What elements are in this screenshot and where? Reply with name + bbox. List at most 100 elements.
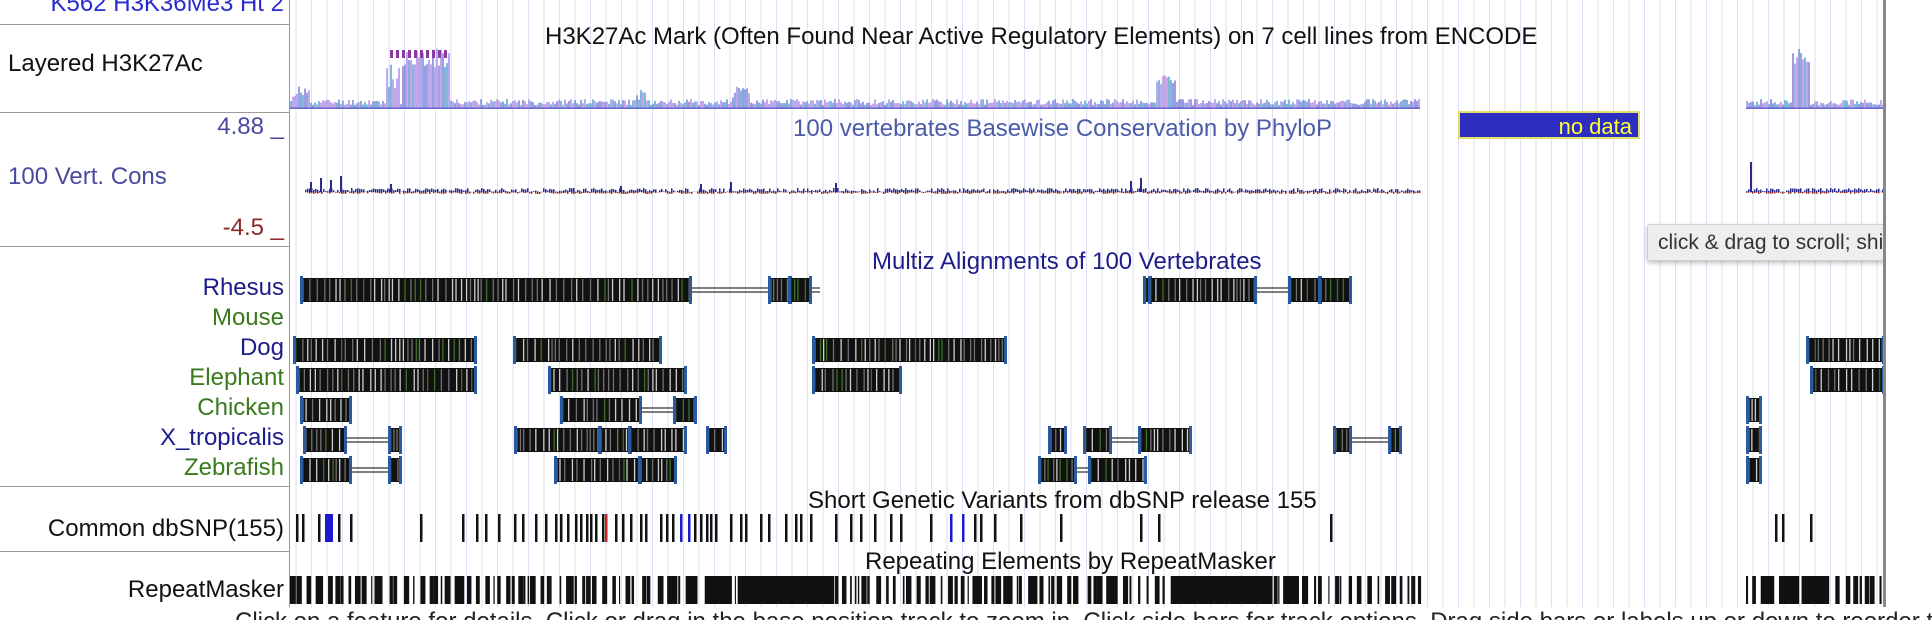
phylop-neg-bar xyxy=(1067,192,1069,194)
alignment-mismatch xyxy=(512,279,515,301)
phylop-pos-bar xyxy=(305,189,307,192)
phylop-pos-bar xyxy=(773,190,775,192)
species-label-mouse[interactable]: Mouse xyxy=(211,304,284,331)
signal-bar xyxy=(1296,99,1298,108)
alignment-mismatch xyxy=(863,369,865,391)
phylop-neg-bar xyxy=(1339,192,1341,193)
alignment-mismatch xyxy=(536,279,538,301)
phylop-pos-bar xyxy=(909,190,911,192)
alignment-mismatch xyxy=(682,429,685,451)
species-label-chicken[interactable]: Chicken xyxy=(197,394,284,421)
signal-bar xyxy=(1140,100,1142,108)
phylop-neg-bar xyxy=(761,192,763,194)
phylop-pos-bar xyxy=(803,188,805,192)
phylop-neg-bar xyxy=(1091,192,1093,194)
phylop-neg-bar xyxy=(645,192,647,194)
alignment-mismatch xyxy=(448,339,450,361)
phylop-pos-bar xyxy=(993,189,995,192)
alignment-mismatch xyxy=(370,369,372,391)
alignment-mismatch xyxy=(892,369,894,391)
alignment-mismatch xyxy=(836,369,838,391)
track-label-layered-h3k27ac[interactable]: Layered H3K27Ac xyxy=(8,50,203,77)
track-label-common-dbsnp[interactable]: Common dbSNP(155) xyxy=(47,515,284,542)
phylop-neg-bar xyxy=(1221,192,1223,194)
signal-bar xyxy=(558,99,560,108)
repeat-element xyxy=(1076,576,1079,604)
phylop-neg-bar xyxy=(1359,192,1361,194)
alignment-mismatch xyxy=(1217,279,1219,301)
track-label-k562-h3k36me3[interactable]: K562 H3K36Me3 Ht 2 xyxy=(50,0,284,17)
signal-bar xyxy=(670,99,672,108)
drag-zoom-tooltip: click & drag to scroll; shift+click & dr… xyxy=(1647,224,1883,261)
phylop-pos-bar xyxy=(753,191,755,192)
phylop-neg-bar xyxy=(501,192,503,194)
snp-mark xyxy=(462,514,465,542)
snp-mark xyxy=(810,514,813,542)
phylop-neg-bar xyxy=(801,192,803,194)
signal-bar xyxy=(936,99,938,108)
signal-bar xyxy=(1156,81,1158,108)
species-label-dog[interactable]: Dog xyxy=(239,334,284,361)
signal-bar xyxy=(1116,100,1118,108)
signal-bar xyxy=(644,92,646,108)
alignment-mismatch xyxy=(380,369,382,391)
signal-bar xyxy=(1780,101,1782,108)
phylop-neg-bar xyxy=(1143,192,1145,194)
phylop-neg-bar xyxy=(841,192,843,193)
phylop-pos-bar xyxy=(1842,189,1844,192)
phylop-neg-bar xyxy=(561,192,563,194)
phylop-pos-bar xyxy=(583,188,585,192)
snp-mark xyxy=(1140,514,1143,542)
snp-mark xyxy=(730,514,733,542)
signal-bar xyxy=(592,99,594,108)
alignment-mismatch xyxy=(379,339,381,361)
phylop-neg-bar xyxy=(1255,192,1257,194)
phylop-neg-bar xyxy=(1077,192,1079,194)
alignment-mismatch xyxy=(307,339,309,361)
phylop-pos-bar xyxy=(809,190,811,192)
phylop-neg-bar xyxy=(1045,192,1047,193)
phylop-pos-bar xyxy=(377,189,379,192)
signal-bar xyxy=(840,102,842,108)
snp-mark xyxy=(575,514,578,542)
phylop-pos-bar xyxy=(999,191,1001,192)
repeat-element xyxy=(612,576,616,604)
signal-peak-cap xyxy=(420,50,423,58)
label-column-divider[interactable] xyxy=(289,0,290,607)
track-label-repeatmasker[interactable]: RepeatMasker xyxy=(127,576,284,603)
phylop-pos-bar xyxy=(1053,190,1055,192)
alignment-mismatch xyxy=(845,369,847,391)
alignment-edge xyxy=(1038,456,1041,484)
signal-bar xyxy=(548,102,550,108)
track-data-area[interactable]: H3K27Ac Mark (Often Found Near Active Re… xyxy=(290,0,1883,607)
alignment-mismatch xyxy=(664,429,666,451)
phylop-pos-bar xyxy=(1237,189,1239,192)
species-label-zebrafish[interactable]: Zebrafish xyxy=(183,454,284,481)
repeat-element xyxy=(905,576,912,604)
repeat-element xyxy=(967,576,969,604)
phylop-neg-bar xyxy=(683,192,685,194)
track-graphics[interactable] xyxy=(290,0,1883,607)
phylop-neg-bar xyxy=(1774,192,1776,194)
track-label-100-vert-cons[interactable]: 100 Vert. Cons xyxy=(8,163,167,190)
phylop-pos-bar xyxy=(1355,188,1357,192)
signal-bar xyxy=(296,93,298,108)
alignment-mismatch xyxy=(618,339,620,361)
alignment-mismatch xyxy=(582,279,584,301)
repeat-element xyxy=(642,576,647,604)
phylop-neg-bar xyxy=(1001,192,1003,194)
phylop-neg-bar xyxy=(885,192,887,194)
phylop-neg-bar xyxy=(407,192,409,194)
phylop-neg-bar xyxy=(607,192,609,193)
species-label-x-tropicalis[interactable]: X_tropicalis xyxy=(159,424,284,451)
phylop-neg-bar xyxy=(655,192,657,193)
signal-bar xyxy=(1104,104,1106,108)
species-label-rhesus[interactable]: Rhesus xyxy=(202,274,284,301)
alignment-mismatch xyxy=(1817,339,1820,361)
repeat-element xyxy=(743,576,750,604)
phylop-neg-bar xyxy=(803,192,805,194)
phylop-pos-bar xyxy=(1157,188,1159,192)
phylop-pos-bar xyxy=(1069,188,1071,192)
phylop-neg-bar xyxy=(915,192,917,194)
species-label-elephant[interactable]: Elephant xyxy=(189,364,284,391)
